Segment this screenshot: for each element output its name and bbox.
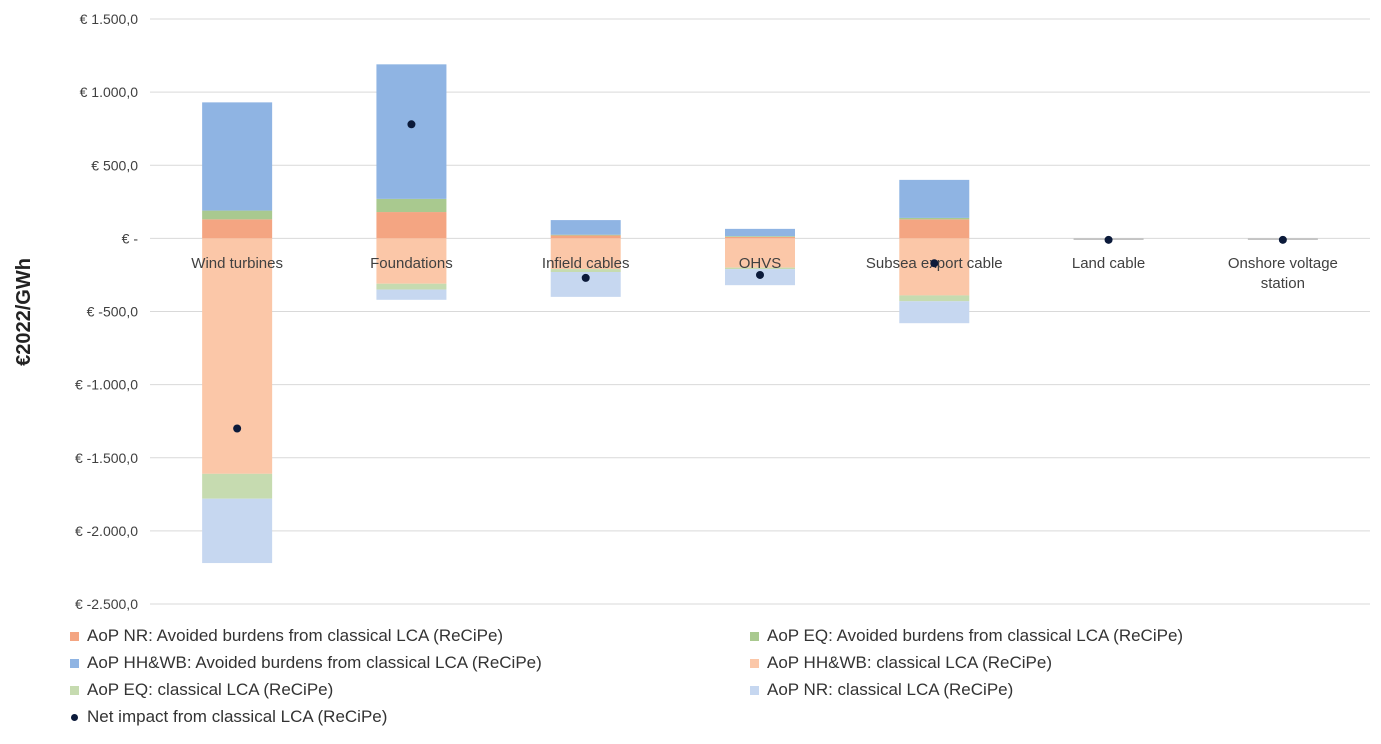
legend-label: AoP EQ: Avoided burdens from classical L… [767,626,1184,645]
bar-segment [550,238,621,270]
net-impact-point [930,259,939,268]
legend-dot [71,713,78,721]
bar-segment [376,198,447,213]
bar-segment [725,236,795,239]
y-tick-label: € -1.500,0 [75,450,138,466]
y-tick-label: € 1.000,0 [80,84,139,100]
y-tick-label: € 1.500,0 [80,11,139,27]
bar-segment [725,236,795,237]
legend: AoP NR: Avoided burdens from classical L… [70,626,1370,744]
category-label: station [1261,275,1305,292]
legend-item: AoP EQ: Avoided burdens from classical L… [750,626,1183,646]
legend-label: Net impact from classical LCA (ReCiPe) [87,707,388,726]
legend-swatch [70,631,79,641]
legend-item: AoP NR: Avoided burdens from classical L… [70,626,503,646]
y-tick-label: € -500,0 [87,304,139,320]
bar-segment [376,283,447,290]
net-impact-markers [233,120,1287,433]
bar-segment [202,210,273,220]
y-tick-label: € 500,0 [91,157,138,173]
legend-label: AoP HH&WB: Avoided burdens from classica… [87,653,542,672]
bar-segment [725,238,795,268]
bar-segment [202,238,273,474]
net-impact-point [1278,235,1287,244]
bar-segment [202,102,273,211]
y-tick-label: € -1.000,0 [75,377,138,393]
y-tick-label: € -2.000,0 [75,523,138,539]
bar-segment [202,473,273,499]
legend-label: AoP HH&WB: classical LCA (ReCiPe) [767,653,1052,672]
legend-swatch [750,658,759,668]
net-impact-point [407,120,416,129]
legend-item: AoP HH&WB: Avoided burdens from classica… [70,653,542,673]
bar-segment [899,217,970,220]
bar-segment [376,64,447,199]
legend-label: AoP EQ: classical LCA (ReCiPe) [87,680,334,699]
bar-segment [725,228,795,237]
category-label: Onshore voltage [1228,255,1338,272]
bar-segment [550,234,621,236]
bar-segment [899,295,970,302]
legend-item: AoP NR: classical LCA (ReCiPe) [750,680,1013,700]
bar-segment [376,238,447,284]
category-label: Foundations [370,255,453,272]
legend-item: AoP EQ: classical LCA (ReCiPe) [70,680,333,700]
y-tick-label: € -2.500,0 [75,596,138,612]
bar-segment [202,219,273,239]
bar-segment [899,179,970,218]
legend-swatch [750,631,759,641]
bar-segment [725,267,795,270]
bars [202,64,1318,564]
legend-item: Net impact from classical LCA (ReCiPe) [70,707,387,727]
net-impact-point [756,270,764,279]
category-label: Land cable [1072,255,1145,272]
legend-item: AoP HH&WB: classical LCA (ReCiPe) [750,653,1052,673]
legend-label: AoP NR: Avoided burdens from classical L… [87,626,504,645]
legend-label: AoP NR: classical LCA (ReCiPe) [767,680,1014,699]
net-impact-point [581,273,590,282]
bar-segment [376,212,447,239]
bar-segment [899,301,970,324]
y-axis-tick-labels: € 1.500,0 € 1.000,0 € 500,0 € - € -500,0 € -1… [75,11,138,612]
legend-swatch [70,685,79,695]
bar-segment [202,498,273,564]
category-labels: Wind turbines Foundations Infield cables OH… [191,255,1338,292]
bar-segment [550,220,621,235]
bar-segment [550,235,621,239]
y-tick-label: € - [122,230,139,246]
grid-lines [150,18,1370,605]
bar-segment [376,289,447,300]
category-label: Infield cables [542,255,630,272]
y-axis-label: €2022/GWh [13,258,35,366]
legend-swatch [750,685,759,695]
category-label: Wind turbines [191,255,283,272]
net-impact-point [1104,235,1113,244]
bar-segment [899,219,970,239]
bar-segment [550,269,621,273]
net-impact-point [233,424,242,433]
category-label: OHVS [739,255,782,272]
legend-swatch [70,658,79,668]
